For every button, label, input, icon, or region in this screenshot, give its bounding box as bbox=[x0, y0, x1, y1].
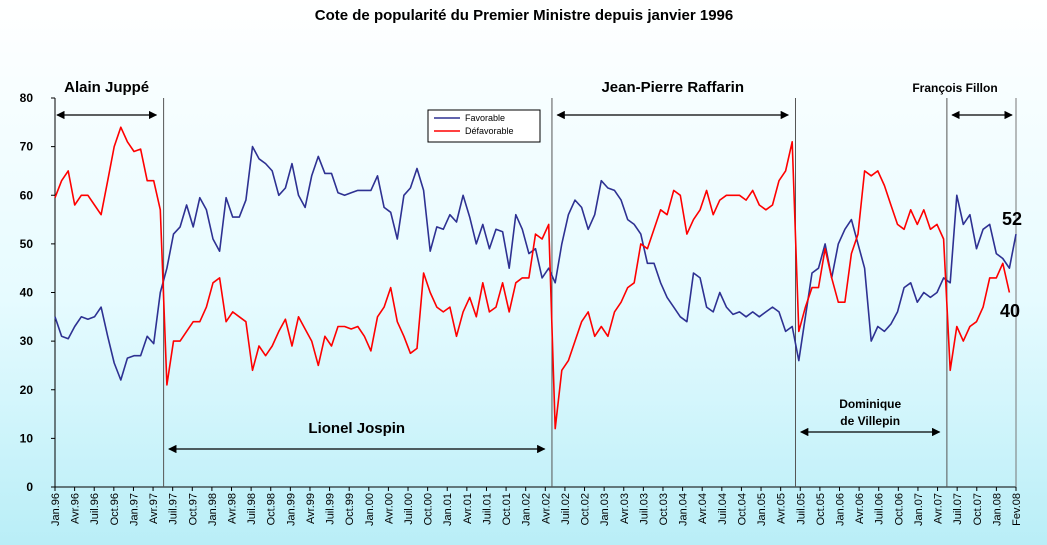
x-tick-label: Oct.98 bbox=[266, 493, 278, 525]
x-tick-label: Juil.05 bbox=[795, 493, 807, 525]
x-tick-label: Oct.05 bbox=[815, 493, 827, 525]
x-tick-label: Jan.98 bbox=[207, 493, 219, 526]
x-tick-label: Avr.04 bbox=[697, 493, 709, 524]
y-tick-label: 10 bbox=[20, 431, 34, 445]
x-tick-label: Jan.00 bbox=[364, 493, 376, 526]
x-tick-label: Jan.02 bbox=[521, 493, 533, 526]
x-tick-label: Juil.04 bbox=[717, 493, 729, 525]
x-tick-label: Oct.07 bbox=[972, 493, 984, 525]
annotation-label: de Villepin bbox=[840, 414, 900, 428]
y-tick-label: 60 bbox=[20, 188, 34, 202]
x-tick-label: Oct.97 bbox=[187, 493, 199, 525]
x-tick-label: Oct.96 bbox=[109, 493, 121, 525]
x-tick-label: Avr.07 bbox=[933, 493, 945, 524]
x-tick-label: Juil.96 bbox=[89, 493, 101, 525]
x-tick-label: Juil.98 bbox=[246, 493, 258, 525]
x-tick-label: Jan.07 bbox=[913, 493, 925, 526]
x-tick-label: Avr.01 bbox=[462, 493, 474, 524]
x-tick-label: Avr.06 bbox=[854, 493, 866, 524]
series-defavorable-line bbox=[54, 126, 1011, 430]
x-tick-label: Juil.03 bbox=[638, 493, 650, 525]
y-tick-label: 70 bbox=[20, 140, 34, 154]
annotation-label: Dominique bbox=[839, 397, 901, 411]
legend: Favorable Défavorable bbox=[427, 109, 541, 143]
chart-axes: 0 10 20 30 40 50 60 70 80 Jan.96 Avr.96 Juil.96 Oct.… bbox=[20, 91, 1023, 526]
x-tick-label: Jan.99 bbox=[285, 493, 297, 526]
legend-label-favorable: Favorable bbox=[465, 113, 505, 123]
x-tick-label: Juil.07 bbox=[952, 493, 964, 525]
annotation-label: François Fillon bbox=[912, 81, 997, 95]
x-tick-label: Jan.96 bbox=[50, 493, 62, 526]
x-tick-label: Oct.06 bbox=[893, 493, 905, 525]
x-tick-label: Jan.97 bbox=[128, 493, 140, 526]
annotation-label: Alain Juppé bbox=[64, 79, 149, 96]
x-tick-label: Oct.04 bbox=[736, 493, 748, 525]
y-tick-label: 40 bbox=[20, 286, 34, 300]
x-tick-label: Jan.03 bbox=[599, 493, 611, 526]
y-tick-label: 0 bbox=[26, 480, 33, 494]
series-favorable-line bbox=[54, 145, 1017, 381]
x-tick-label: Jan.01 bbox=[442, 493, 454, 526]
x-tick-label: Avr.00 bbox=[383, 493, 395, 524]
y-tick-label: 30 bbox=[20, 334, 34, 348]
y-tick-label: 50 bbox=[20, 237, 34, 251]
x-tick-label: Juil.06 bbox=[874, 493, 886, 525]
x-tick-label: Oct.99 bbox=[344, 493, 356, 525]
x-tick-label: Juil.00 bbox=[403, 493, 415, 525]
x-tick-label: Juil.99 bbox=[325, 493, 337, 525]
x-tick-label: Oct.00 bbox=[423, 493, 435, 525]
x-tick-label: Oct.01 bbox=[501, 493, 513, 525]
pm-annotations: Alain Juppé Lionel Jospin Jean-Pierre Raff… bbox=[56, 79, 1013, 454]
x-tick-label: Jan.04 bbox=[678, 493, 690, 526]
y-tick-label: 80 bbox=[20, 91, 34, 105]
x-tick-label: Avr.98 bbox=[227, 493, 239, 524]
x-tick-label: Oct.02 bbox=[580, 493, 592, 525]
x-tick-label: Jan.08 bbox=[991, 493, 1003, 526]
final-value-favorable: 52 bbox=[1002, 209, 1022, 229]
x-tick-label: Fev.08 bbox=[1011, 493, 1023, 526]
x-tick-label: Jan.05 bbox=[756, 493, 768, 526]
x-tick-label: Juil.02 bbox=[560, 493, 572, 525]
annotation-label: Lionel Jospin bbox=[308, 420, 405, 437]
x-tick-label: Avr.96 bbox=[70, 493, 82, 524]
legend-label-defavorable: Défavorable bbox=[465, 126, 514, 136]
x-tick-label: Avr.97 bbox=[148, 493, 160, 524]
chart-title: Cote de popularité du Premier Ministre d… bbox=[315, 7, 733, 24]
series-lines bbox=[54, 126, 1017, 430]
annotation-label: Jean-Pierre Raffarin bbox=[601, 79, 744, 96]
x-tick-label: Avr.02 bbox=[540, 493, 552, 524]
x-tick-label: Avr.99 bbox=[305, 493, 317, 524]
x-tick-label: Avr.03 bbox=[619, 493, 631, 524]
x-tick-label: Avr.05 bbox=[776, 493, 788, 524]
x-tick-label: Juil.97 bbox=[168, 493, 180, 525]
x-tick-label: Juil.01 bbox=[481, 493, 493, 525]
x-tick-label: Oct.03 bbox=[658, 493, 670, 525]
y-tick-label: 20 bbox=[20, 383, 34, 397]
legend-box bbox=[427, 109, 541, 143]
final-value-defavorable: 40 bbox=[1000, 301, 1020, 321]
x-tick-label: Jan.06 bbox=[834, 493, 846, 526]
